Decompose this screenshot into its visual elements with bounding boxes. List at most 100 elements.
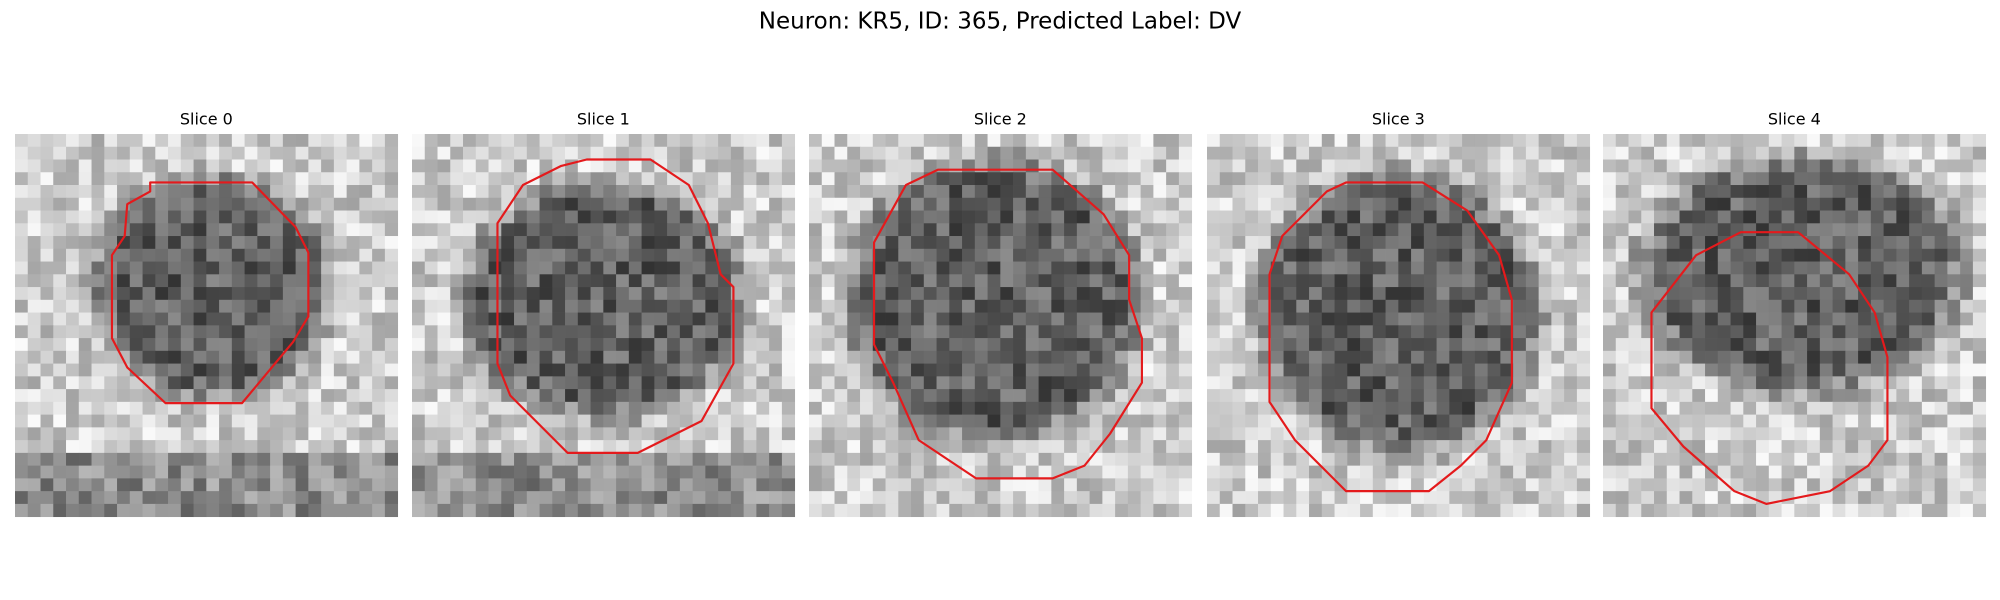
pixel [412, 389, 426, 403]
pixel [1641, 465, 1655, 479]
pixel [91, 350, 105, 364]
pixel [590, 503, 604, 518]
pixel [450, 452, 464, 467]
pixel [1296, 401, 1310, 415]
pixel [15, 440, 29, 454]
pixel [923, 236, 937, 250]
pixel [641, 248, 655, 262]
pixel [1296, 248, 1310, 262]
pixel [142, 363, 156, 377]
slice-panel [1603, 134, 1987, 518]
pixel [885, 465, 899, 479]
pixel [1538, 236, 1552, 250]
pixel [1564, 248, 1578, 262]
pixel [488, 185, 502, 199]
pixel [219, 261, 233, 275]
pixel [1525, 134, 1540, 148]
pixel [552, 363, 566, 377]
pixel [142, 350, 156, 364]
pixel [1385, 185, 1399, 199]
pixel [1513, 146, 1527, 160]
pixel [117, 248, 131, 262]
pixel [756, 172, 770, 186]
pixel [1730, 363, 1744, 377]
pixel [949, 223, 963, 237]
pixel [488, 503, 502, 518]
pixel [270, 185, 284, 199]
pixel [692, 261, 706, 275]
pixel [1666, 389, 1680, 403]
pixel [257, 414, 271, 428]
pixel [936, 478, 950, 492]
pixel [488, 465, 502, 479]
pixel [743, 261, 757, 275]
pixel [1883, 274, 1897, 288]
pixel [1717, 261, 1731, 275]
pixel [1756, 401, 1770, 415]
pixel [53, 452, 67, 467]
pixel [1360, 478, 1374, 492]
pixel [1334, 376, 1348, 390]
pixel [565, 363, 579, 377]
pixel [1321, 248, 1335, 262]
pixel [872, 389, 886, 403]
pixel [1436, 223, 1450, 237]
pixel [514, 338, 528, 352]
pixel [1845, 389, 1859, 403]
pixel [1654, 338, 1668, 352]
pixel [565, 338, 579, 352]
pixel [1960, 159, 1974, 173]
pixel [142, 452, 156, 467]
pixel [1858, 248, 1872, 262]
pixel [641, 325, 655, 339]
pixel [628, 478, 642, 492]
pixel [1960, 491, 1974, 505]
pixel [1615, 236, 1629, 250]
pixel [437, 248, 451, 262]
pixel [1372, 146, 1386, 160]
pixel [295, 185, 309, 199]
pixel [987, 134, 1001, 148]
pixel [514, 350, 528, 364]
pixel [1025, 503, 1039, 518]
pixel [359, 248, 373, 262]
pixel [1972, 248, 1987, 262]
panels [15, 134, 1987, 518]
pixel [53, 414, 67, 428]
pixel [1921, 146, 1936, 160]
pixel [809, 223, 823, 237]
pixel [1666, 376, 1680, 390]
pixel [1127, 185, 1142, 199]
pixel [168, 312, 182, 326]
pixel [91, 503, 105, 518]
pixel [1615, 440, 1629, 454]
pixel [206, 452, 220, 467]
pixel [1270, 350, 1284, 364]
pixel [66, 312, 80, 326]
pixel [244, 389, 258, 403]
pixel [450, 312, 464, 326]
pixel [66, 503, 80, 518]
pixel [1603, 325, 1617, 339]
pixel [1705, 478, 1719, 492]
pixel [66, 452, 80, 467]
pixel [1500, 146, 1514, 160]
pixel [1270, 299, 1284, 313]
pixel [1538, 465, 1552, 479]
pixel [1372, 427, 1386, 441]
pixel [1781, 146, 1795, 160]
slice-panel [412, 134, 796, 518]
pixel [1538, 350, 1552, 364]
pixel [346, 440, 360, 454]
pixel [1207, 465, 1221, 479]
pixel [91, 338, 105, 352]
pixel [117, 503, 131, 518]
pixel [692, 440, 706, 454]
pixel [282, 401, 296, 415]
pixel [1654, 401, 1668, 415]
pixel [244, 338, 258, 352]
pixel [1513, 299, 1527, 313]
pixel [1321, 236, 1335, 250]
pixel [1423, 401, 1437, 415]
pixel [231, 503, 245, 518]
